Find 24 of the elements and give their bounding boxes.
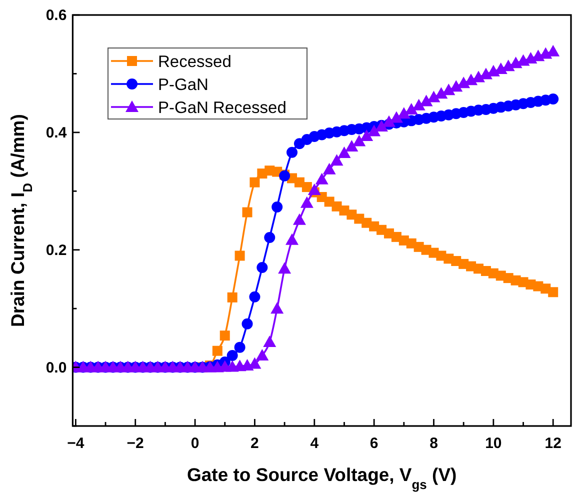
point bbox=[212, 346, 222, 356]
x-tick-label: −2 bbox=[126, 435, 144, 452]
y-tick-label: 0.2 bbox=[46, 242, 67, 259]
legend-label: P-GaN Recessed bbox=[158, 99, 286, 117]
x-tick-label: 8 bbox=[430, 435, 438, 452]
point bbox=[234, 250, 245, 261]
x-tick-label: 2 bbox=[250, 435, 259, 452]
x-tick-label: −4 bbox=[67, 435, 85, 452]
x-tick-label: 4 bbox=[310, 435, 320, 452]
legend-label: P-GaN bbox=[158, 76, 208, 94]
y-tick-label: 0.0 bbox=[46, 359, 67, 376]
y-tick-label: 0.4 bbox=[46, 124, 68, 142]
point bbox=[548, 287, 558, 298]
x-tick-label: 12 bbox=[544, 435, 562, 452]
x-tick-label: 0 bbox=[190, 435, 200, 452]
point bbox=[227, 292, 238, 302]
x-axis-title: Gate to Source Voltage, V$_{gs}$ (V) bbox=[186, 464, 457, 492]
point bbox=[220, 330, 230, 341]
point bbox=[242, 207, 252, 218]
y-tick-label: 0.6 bbox=[46, 7, 67, 24]
legend-label: Recessed bbox=[158, 53, 232, 71]
point bbox=[250, 177, 260, 188]
x-tick-label: 10 bbox=[485, 435, 502, 452]
x-tick-label: 6 bbox=[370, 435, 378, 452]
